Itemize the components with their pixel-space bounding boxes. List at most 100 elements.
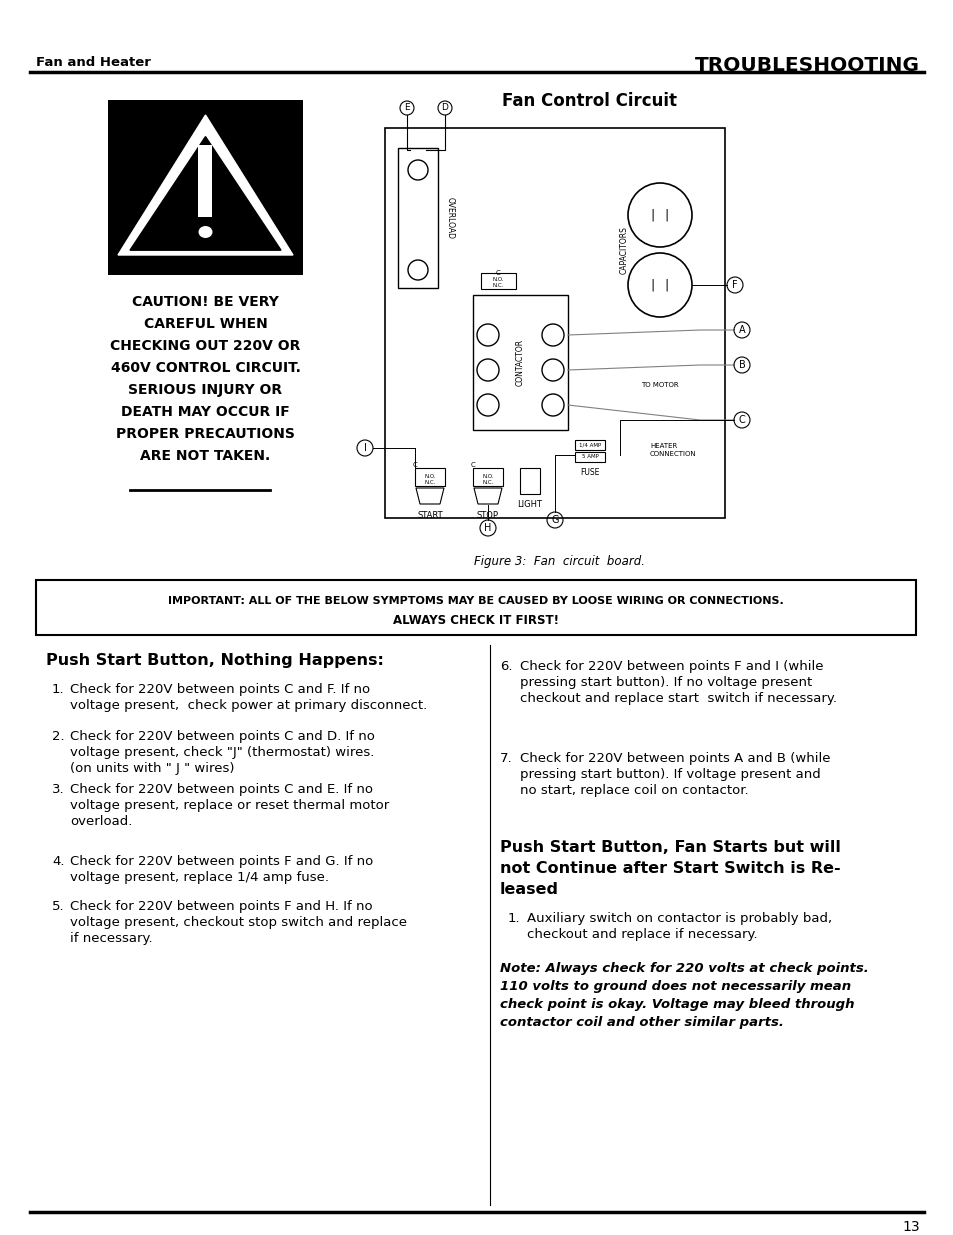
Text: 5 AMP: 5 AMP	[581, 454, 598, 459]
Text: HEATER
CONNECTION: HEATER CONNECTION	[649, 443, 696, 457]
Text: START: START	[416, 511, 442, 520]
Text: |: |	[650, 279, 655, 291]
Text: Check for 220V between points C and E. If no: Check for 220V between points C and E. I…	[70, 783, 373, 797]
Text: |: |	[650, 209, 655, 221]
Text: Check for 220V between points F and G. If no: Check for 220V between points F and G. I…	[70, 855, 373, 868]
Text: voltage present, checkout stop switch and replace: voltage present, checkout stop switch an…	[70, 916, 407, 929]
Text: OVERLOAD: OVERLOAD	[446, 198, 455, 240]
Polygon shape	[416, 488, 443, 504]
Text: Push Start Button, Nothing Happens:: Push Start Button, Nothing Happens:	[46, 653, 383, 668]
Text: Check for 220V between points F and I (while: Check for 220V between points F and I (w…	[519, 659, 822, 673]
Text: Check for 220V between points C and D. If no: Check for 220V between points C and D. I…	[70, 730, 375, 743]
Circle shape	[476, 359, 498, 382]
Bar	[473, 468, 502, 487]
Text: voltage present, replace or reset thermal motor: voltage present, replace or reset therma…	[70, 799, 389, 811]
Text: C: C	[413, 462, 416, 468]
Text: TO MOTOR: TO MOTOR	[640, 382, 679, 388]
Text: I: I	[363, 443, 366, 453]
Text: ARE NOT TAKEN.: ARE NOT TAKEN.	[140, 450, 271, 463]
Bar	[480, 273, 516, 289]
Text: voltage present, check "J" (thermostat) wires.: voltage present, check "J" (thermostat) …	[70, 746, 374, 760]
Bar	[36, 580, 915, 635]
Text: 5.: 5.	[52, 900, 65, 913]
Bar	[385, 128, 724, 517]
Text: 1.: 1.	[507, 911, 520, 925]
Text: 6.: 6.	[499, 659, 512, 673]
Text: pressing start button). If voltage present and: pressing start button). If voltage prese…	[519, 768, 820, 781]
Text: CAREFUL WHEN: CAREFUL WHEN	[144, 317, 267, 331]
Text: 4.: 4.	[52, 855, 65, 868]
Text: STOP: STOP	[476, 511, 498, 520]
Text: |: |	[664, 279, 668, 291]
Text: 7.: 7.	[499, 752, 512, 764]
Text: C: C	[738, 415, 744, 425]
Text: DEATH MAY OCCUR IF: DEATH MAY OCCUR IF	[121, 405, 290, 419]
Text: C: C	[496, 270, 500, 275]
Text: A: A	[738, 325, 744, 335]
Text: overload.: overload.	[70, 815, 132, 827]
Text: N.O.: N.O.	[492, 277, 503, 282]
Circle shape	[541, 324, 563, 346]
Circle shape	[541, 394, 563, 416]
Text: 2.: 2.	[52, 730, 65, 743]
Text: F: F	[731, 280, 737, 290]
Text: if necessary.: if necessary.	[70, 932, 152, 945]
Text: check point is okay. Voltage may bleed through: check point is okay. Voltage may bleed t…	[499, 998, 854, 1011]
Text: ALWAYS CHECK IT FIRST!: ALWAYS CHECK IT FIRST!	[393, 614, 558, 627]
Text: contactor coil and other similar parts.: contactor coil and other similar parts.	[499, 1016, 783, 1029]
Text: C: C	[470, 462, 475, 468]
Polygon shape	[118, 115, 293, 254]
Text: N.O.: N.O.	[424, 474, 436, 479]
Text: SERIOUS INJURY OR: SERIOUS INJURY OR	[129, 383, 282, 396]
Circle shape	[476, 394, 498, 416]
Text: voltage present, replace 1/4 amp fuse.: voltage present, replace 1/4 amp fuse.	[70, 871, 329, 884]
Text: E: E	[404, 104, 410, 112]
Text: CAPACITORS: CAPACITORS	[619, 226, 628, 274]
Text: Note: Always check for 220 volts at check points.: Note: Always check for 220 volts at chec…	[499, 962, 868, 974]
Text: Check for 220V between points A and B (while: Check for 220V between points A and B (w…	[519, 752, 830, 764]
Polygon shape	[130, 137, 281, 251]
Text: CHECKING OUT 220V OR: CHECKING OUT 220V OR	[111, 338, 300, 353]
Text: CONTACTOR: CONTACTOR	[516, 338, 524, 387]
Text: PROPER PRECAUTIONS: PROPER PRECAUTIONS	[116, 427, 294, 441]
Text: checkout and replace if necessary.: checkout and replace if necessary.	[526, 927, 757, 941]
Bar	[397, 148, 437, 288]
Text: N.C.: N.C.	[492, 283, 503, 288]
Circle shape	[408, 261, 428, 280]
Text: Push Start Button, Fan Starts but will: Push Start Button, Fan Starts but will	[499, 840, 840, 855]
Text: FUSE: FUSE	[579, 468, 599, 477]
Text: leased: leased	[499, 882, 558, 897]
Text: Auxiliary switch on contactor is probably bad,: Auxiliary switch on contactor is probabl…	[526, 911, 831, 925]
Text: Check for 220V between points C and F. If no: Check for 220V between points C and F. I…	[70, 683, 370, 697]
Text: 1.: 1.	[52, 683, 65, 697]
Circle shape	[541, 359, 563, 382]
Text: 3.: 3.	[52, 783, 65, 797]
Bar	[575, 452, 604, 462]
Bar	[473, 295, 567, 430]
Bar	[415, 468, 444, 487]
Text: voltage present,  check power at primary disconnect.: voltage present, check power at primary …	[70, 699, 427, 713]
Circle shape	[627, 183, 691, 247]
Text: Figure 3:  Fan  circuit  board.: Figure 3: Fan circuit board.	[474, 555, 645, 568]
Bar	[198, 144, 213, 217]
Ellipse shape	[198, 226, 213, 238]
Text: no start, replace coil on contactor.: no start, replace coil on contactor.	[519, 784, 748, 797]
Circle shape	[627, 253, 691, 317]
Text: |: |	[664, 209, 668, 221]
Bar	[519, 468, 539, 494]
Text: TROUBLESHOOTING: TROUBLESHOOTING	[695, 56, 919, 75]
Text: checkout and replace start  switch if necessary.: checkout and replace start switch if nec…	[519, 692, 836, 705]
Text: N.C.: N.C.	[482, 480, 493, 485]
Text: 1/4 AMP: 1/4 AMP	[578, 442, 600, 447]
Text: H: H	[484, 522, 491, 534]
Polygon shape	[474, 488, 501, 504]
Text: G: G	[551, 515, 558, 525]
Text: N.O.: N.O.	[481, 474, 494, 479]
Text: Fan and Heater: Fan and Heater	[36, 56, 151, 69]
Text: Check for 220V between points F and H. If no: Check for 220V between points F and H. I…	[70, 900, 373, 913]
Bar	[108, 100, 303, 275]
Bar	[575, 440, 604, 450]
Text: 110 volts to ground does not necessarily mean: 110 volts to ground does not necessarily…	[499, 981, 850, 993]
Text: (on units with " J " wires): (on units with " J " wires)	[70, 762, 234, 776]
Text: N.C.: N.C.	[424, 480, 436, 485]
